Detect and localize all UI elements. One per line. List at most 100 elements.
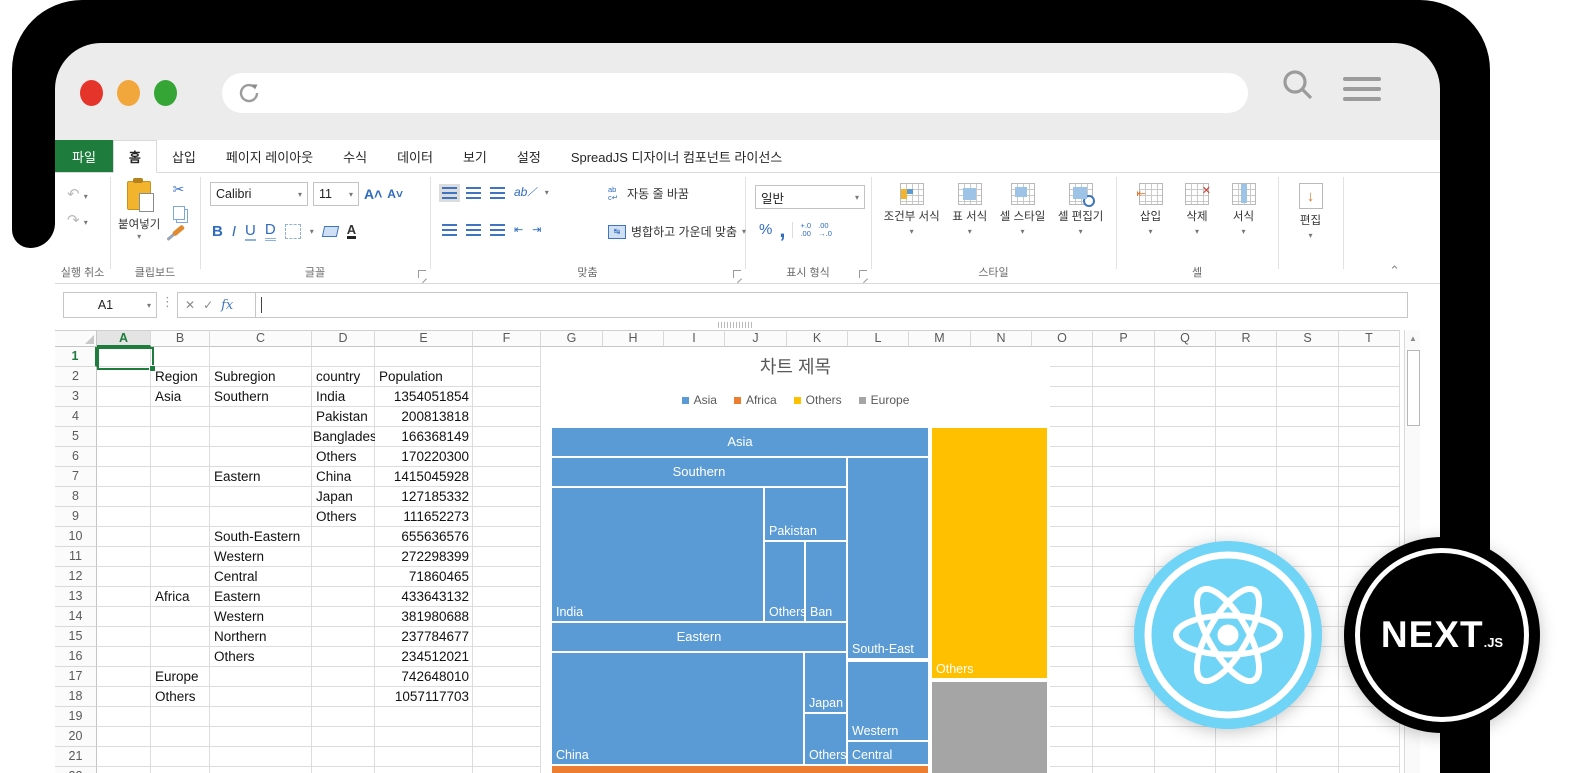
undo-dropdown-icon[interactable]: ▾ (83, 192, 88, 201)
cell-E8[interactable]: 127185332 (401, 489, 469, 504)
decrease-decimal-icon[interactable]: .00 →.0 (818, 220, 832, 238)
reload-icon[interactable] (236, 80, 262, 106)
treemap-central[interactable]: Central (848, 742, 928, 764)
row-header-20[interactable]: 20 (55, 727, 97, 747)
row-header-5[interactable]: 5 (55, 427, 97, 447)
cell-C3[interactable]: Southern (214, 389, 269, 404)
cell-C14[interactable]: Western (214, 609, 265, 624)
comma-style-icon[interactable]: , (779, 216, 786, 242)
row-header-14[interactable]: 14 (55, 607, 97, 627)
merge-center-button[interactable]: ↹ 병합하고 가운데 맞춤 ▾ (608, 223, 746, 240)
column-header-T[interactable]: T (1339, 330, 1400, 347)
cell-D7[interactable]: China (316, 469, 352, 484)
align-middle-icon[interactable] (466, 186, 481, 199)
row-header-4[interactable]: 4 (55, 407, 97, 427)
cell-C7[interactable]: Eastern (214, 469, 261, 484)
column-header-F[interactable]: F (473, 330, 541, 347)
url-bar[interactable] (222, 73, 1248, 113)
ribbon-button-조건부 서식[interactable]: 조건부 서식 ▾ (884, 173, 940, 283)
cell-E12[interactable]: 71860465 (408, 569, 469, 584)
borders-icon[interactable] (284, 223, 301, 239)
cell-E9[interactable]: 111652273 (403, 509, 469, 524)
cell-C2[interactable]: Subregion (214, 369, 276, 384)
ribbon-tab-설정[interactable]: 설정 (516, 149, 541, 165)
row-header-7[interactable]: 7 (55, 467, 97, 487)
undo-button[interactable]: ↶ ▾ (67, 186, 88, 203)
treemap-others-eastern[interactable]: Others (805, 714, 846, 764)
underline-button[interactable]: U (245, 221, 256, 241)
paste-button[interactable]: 붙여넣기 ▾ (118, 178, 160, 241)
traffic-light-maximize[interactable] (154, 80, 177, 106)
traffic-light-minimize[interactable] (117, 80, 140, 106)
column-header-I[interactable]: I (664, 330, 725, 347)
formula-input[interactable] (255, 292, 1408, 318)
row-header-11[interactable]: 11 (55, 547, 97, 567)
increase-indent-icon[interactable]: ⇥ (532, 224, 542, 236)
menu-icon[interactable] (1343, 71, 1381, 107)
align-bottom-icon[interactable] (490, 186, 505, 199)
column-header-R[interactable]: R (1216, 330, 1277, 347)
ribbon-tab-SpreadJS 디자이너 컴포넌트 라이선스[interactable]: SpreadJS 디자이너 컴포넌트 라이선스 (570, 149, 783, 165)
font-color-icon[interactable]: A (346, 221, 357, 239)
pane-splitter-icon[interactable] (718, 322, 752, 328)
row-header-10[interactable]: 10 (55, 527, 97, 547)
treemap-others-region[interactable]: Others (932, 428, 1047, 678)
row-header-22[interactable]: 22 (55, 767, 97, 773)
column-header-B[interactable]: B (151, 330, 210, 347)
align-top-icon[interactable] (439, 183, 460, 202)
decrease-indent-icon[interactable]: ⇤ (514, 224, 524, 236)
treemap-eastern-band[interactable]: Eastern (552, 623, 846, 651)
scroll-up-icon[interactable]: ▲ (1409, 334, 1417, 343)
column-header-C[interactable]: C (210, 330, 312, 347)
row-header-12[interactable]: 12 (55, 567, 97, 587)
cell-E16[interactable]: 234512021 (401, 649, 469, 664)
scrollbar-thumb[interactable] (1407, 350, 1420, 426)
treemap-africa[interactable] (552, 766, 928, 773)
ribbon-button-삭제[interactable]: ✕ 삭제 ▾ (1185, 183, 1211, 236)
ribbon-button-표 서식[interactable]: 표 서식 ▾ (952, 173, 987, 283)
row-header-13[interactable]: 13 (55, 587, 97, 607)
cell-E15[interactable]: 237784677 (401, 629, 469, 644)
cell-E10[interactable]: 655636576 (401, 529, 469, 544)
ribbon-button-셀 스타일[interactable]: 셀 스타일 ▾ (1000, 173, 1045, 283)
alignment-dialog-launcher-icon[interactable] (733, 270, 741, 278)
column-header-E[interactable]: E (375, 330, 473, 347)
align-right-icon[interactable] (490, 223, 505, 236)
increase-font-icon[interactable]: A˄ (364, 186, 383, 202)
row-header-6[interactable]: 6 (55, 447, 97, 467)
row-header-3[interactable]: 3 (55, 387, 97, 407)
redo-button[interactable]: ↷ ▾ (67, 212, 88, 229)
percent-style-icon[interactable]: % (759, 221, 773, 238)
cell-C10[interactable]: South-Eastern (214, 529, 301, 544)
column-header-M[interactable]: M (909, 330, 971, 347)
increase-decimal-icon[interactable]: +.0 .00 (800, 220, 812, 238)
treemap-bangladesh[interactable]: Ban (806, 542, 846, 621)
cell-D9[interactable]: Others (316, 509, 357, 524)
cell-B2[interactable]: Region (155, 369, 198, 384)
cell-E14[interactable]: 381980688 (401, 609, 469, 624)
cell-B17[interactable]: Europe (155, 669, 199, 684)
name-box[interactable]: A1 ▾ (63, 292, 157, 318)
format-painter-icon[interactable] (171, 224, 186, 237)
cell-B18[interactable]: Others (155, 689, 196, 704)
column-header-Q[interactable]: Q (1155, 330, 1216, 347)
row-header-8[interactable]: 8 (55, 487, 97, 507)
ribbon-tab-보기[interactable]: 보기 (462, 149, 487, 165)
ribbon-button-셀 편집기[interactable]: 셀 편집기 ▾ (1058, 173, 1103, 283)
cell-C11[interactable]: Western (214, 549, 265, 564)
traffic-light-close[interactable] (80, 80, 103, 106)
font-dialog-launcher-icon[interactable] (418, 270, 426, 278)
cell-C13[interactable]: Eastern (214, 589, 261, 604)
ribbon-tab-file[interactable]: 파일 (55, 140, 113, 172)
column-header-K[interactable]: K (787, 330, 848, 347)
cell-E11[interactable]: 272298399 (401, 549, 469, 564)
treemap-southern-band[interactable]: Southern (552, 458, 846, 486)
cell-D3[interactable]: India (316, 389, 346, 404)
cell-D2[interactable]: country (316, 369, 361, 384)
cell-C15[interactable]: Northern (214, 629, 267, 644)
cell-E6[interactable]: 170220300 (401, 449, 469, 464)
bold-button[interactable]: B (212, 222, 223, 240)
collapse-ribbon-icon[interactable]: ⌃ (1389, 263, 1400, 278)
cell-E3[interactable]: 1354051854 (393, 389, 469, 404)
confirm-entry-icon[interactable]: ✓ (203, 298, 214, 312)
